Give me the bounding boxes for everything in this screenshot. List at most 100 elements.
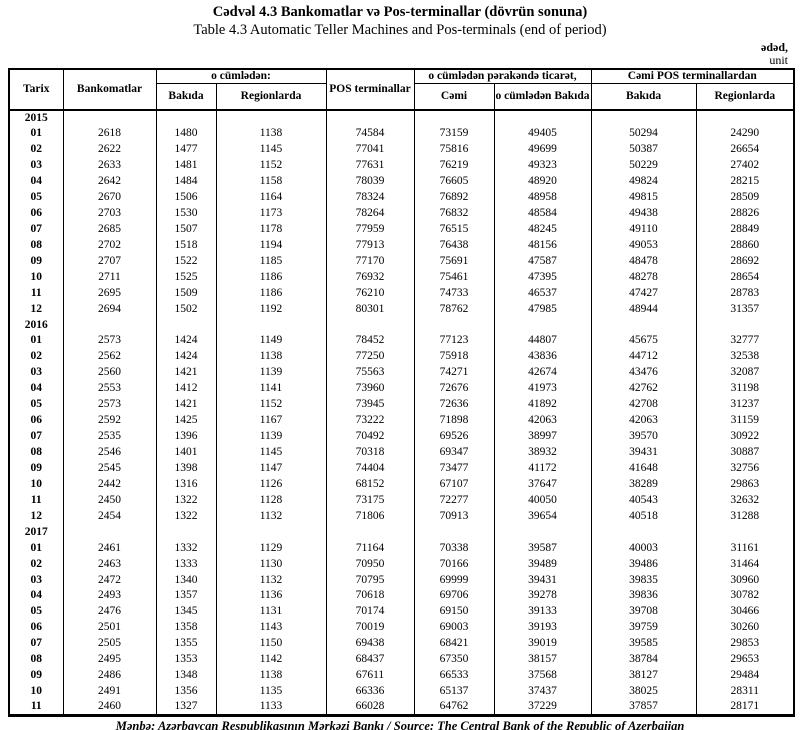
- value-cell: 1132: [215, 571, 327, 588]
- value-cell: 40003: [590, 540, 697, 556]
- empty-cell: [215, 524, 327, 541]
- table-row: 06 2703 1530 1173 78264 76832 48584 49438 28826: [8, 205, 795, 222]
- empty-cell: [215, 109, 327, 126]
- table-row: 12 2694 1502 1192 80301 78762 47985 48944 31357: [8, 300, 795, 317]
- value-cell: 2694: [62, 300, 157, 317]
- table-row: 07 2505 1355 1150 69438 68421 39019 39585 29853: [8, 635, 795, 652]
- value-cell: 49815: [590, 189, 697, 206]
- table-row: 05 2476 1345 1131 70174 69150 39133 39708 30466: [8, 603, 795, 620]
- value-cell: 73960: [325, 380, 415, 397]
- value-cell: 42708: [590, 396, 697, 413]
- value-cell: 74404: [325, 460, 415, 477]
- month-cell: 07: [8, 221, 64, 238]
- col-header-regionlarda: Regionlarda: [215, 83, 327, 111]
- value-cell: 1518: [155, 237, 217, 254]
- value-cell: 28692: [695, 253, 795, 270]
- value-cell: 1424: [155, 332, 217, 349]
- month-cell: 11: [8, 285, 64, 301]
- table-row: 10 2711 1525 1186 76932 75461 47395 48278 28654: [8, 269, 795, 286]
- empty-cell: [590, 316, 697, 333]
- value-cell: 1130: [215, 555, 327, 572]
- value-cell: 70318: [325, 444, 415, 461]
- value-cell: 30260: [695, 619, 795, 636]
- table-row: 06 2592 1425 1167 73222 71898 42063 42063 31159: [8, 412, 795, 429]
- value-cell: 1477: [155, 141, 217, 158]
- value-cell: 76515: [413, 221, 495, 238]
- value-cell: 68152: [325, 476, 415, 493]
- value-cell: 69526: [413, 428, 495, 445]
- empty-cell: [695, 524, 795, 541]
- value-cell: 1358: [155, 619, 217, 636]
- value-cell: 1167: [215, 412, 327, 429]
- statistics-table: Tarix Bankomatlar o cümlədən: POS termin…: [8, 68, 796, 717]
- value-cell: 1152: [215, 157, 327, 174]
- table-row: 02 2463 1333 1130 70950 70166 39489 39486 31464: [8, 555, 795, 572]
- value-cell: 73175: [325, 492, 415, 509]
- value-cell: 1480: [155, 125, 217, 142]
- value-cell: 76210: [325, 285, 415, 301]
- value-cell: 75461: [413, 269, 495, 286]
- value-cell: 47395: [493, 269, 592, 286]
- value-cell: 2545: [62, 460, 157, 477]
- group-header-perakende-ticaret: o cümlədən pərakəndə ticarət,: [413, 68, 592, 85]
- value-cell: 2560: [62, 364, 157, 381]
- value-cell: 75691: [413, 253, 495, 270]
- value-cell: 74584: [325, 125, 415, 142]
- value-cell: 2442: [62, 476, 157, 493]
- value-cell: 70950: [325, 555, 415, 572]
- value-cell: 2461: [62, 540, 157, 556]
- month-cell: 02: [8, 555, 64, 572]
- value-cell: 28654: [695, 269, 795, 286]
- value-cell: 1145: [215, 444, 327, 461]
- value-cell: 71898: [413, 412, 495, 429]
- value-cell: 24290: [695, 125, 795, 142]
- empty-cell: [155, 109, 217, 126]
- value-cell: 66336: [325, 683, 415, 700]
- value-cell: 2618: [62, 125, 157, 142]
- value-cell: 1150: [215, 635, 327, 652]
- value-cell: 48278: [590, 269, 697, 286]
- value-cell: 44807: [493, 332, 592, 349]
- table-row: 01 2573 1424 1149 78452 77123 44807 45675 32777: [8, 332, 795, 349]
- value-cell: 41172: [493, 460, 592, 477]
- value-cell: 1192: [215, 300, 327, 317]
- value-cell: 70795: [325, 571, 415, 588]
- value-cell: 1322: [155, 508, 217, 525]
- table-row: 04 2642 1484 1158 78039 76605 48920 49824 28215: [8, 173, 795, 190]
- value-cell: 73477: [413, 460, 495, 477]
- table-row: 10 2442 1316 1126 68152 67107 37647 38289 29863: [8, 476, 795, 493]
- value-cell: 2493: [62, 587, 157, 604]
- value-cell: 76832: [413, 205, 495, 222]
- value-cell: 39585: [590, 635, 697, 652]
- month-cell: 02: [8, 141, 64, 158]
- value-cell: 40518: [590, 508, 697, 525]
- value-cell: 30782: [695, 587, 795, 604]
- value-cell: 31357: [695, 300, 795, 317]
- value-cell: 2685: [62, 221, 157, 238]
- value-cell: 39587: [493, 540, 592, 556]
- value-cell: 70618: [325, 587, 415, 604]
- month-cell: 08: [8, 444, 64, 461]
- value-cell: 1327: [155, 699, 217, 716]
- value-cell: 1332: [155, 540, 217, 556]
- month-cell: 07: [8, 428, 64, 445]
- value-cell: 2573: [62, 332, 157, 349]
- value-cell: 1502: [155, 300, 217, 317]
- col-header-cami: Cəmi: [413, 83, 495, 111]
- table-header: Tarix Bankomatlar o cümlədən: POS termin…: [8, 68, 795, 111]
- value-cell: 66533: [413, 667, 495, 684]
- value-cell: 76932: [325, 269, 415, 286]
- value-cell: 39486: [590, 555, 697, 572]
- month-cell: 01: [8, 125, 64, 142]
- value-cell: 1138: [215, 125, 327, 142]
- value-cell: 65137: [413, 683, 495, 700]
- month-cell: 08: [8, 237, 64, 254]
- value-cell: 39431: [590, 444, 697, 461]
- col-header-cami-regionlarda: Regionlarda: [695, 83, 795, 111]
- empty-cell: [695, 316, 795, 333]
- col-header-bakida: Bakıda: [155, 83, 217, 111]
- value-cell: 39835: [590, 571, 697, 588]
- table-body: 2015 01 2618 1480 1138 74584 73159 49405 50294 24…: [8, 109, 795, 716]
- month-cell: 02: [8, 348, 64, 365]
- value-cell: 77959: [325, 221, 415, 238]
